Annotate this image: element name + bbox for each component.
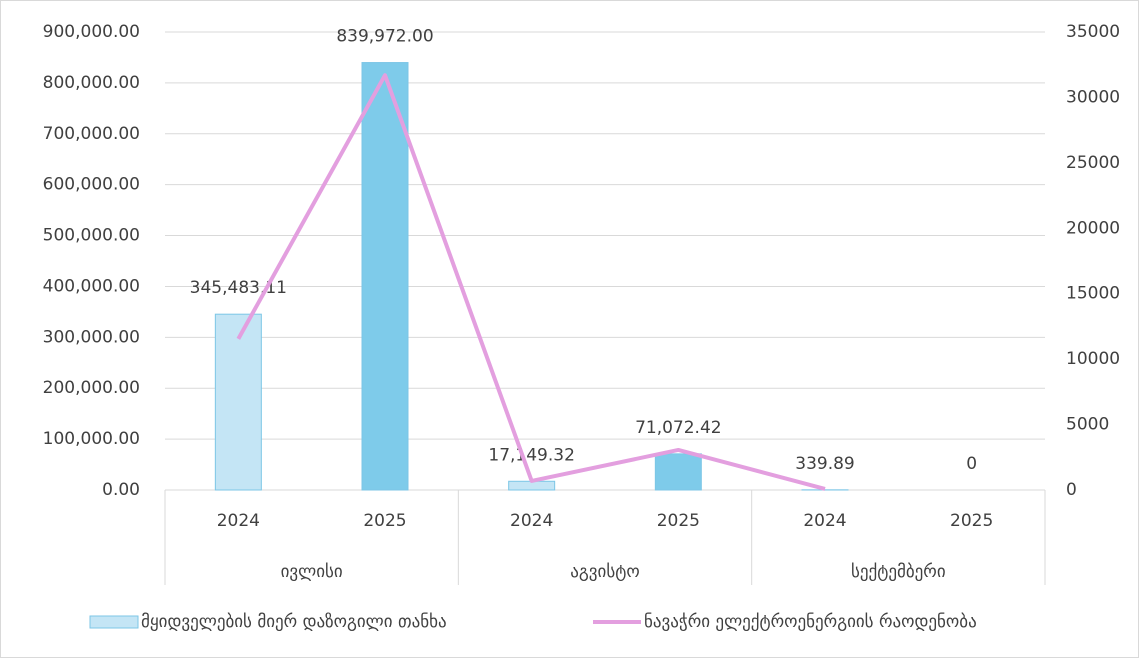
line: [236, 73, 826, 491]
y-tick-label: 700,000.00: [43, 124, 140, 144]
x-tick-label: 2024: [510, 511, 553, 531]
y-tick-label: 100,000.00: [43, 429, 140, 449]
legend-label: მყიდველების მიერ დაზოგილი თანხა: [141, 612, 447, 632]
y-tick-label: 400,000.00: [43, 276, 140, 296]
y-tick-label: 200,000.00: [43, 378, 140, 398]
group-label: ივლისი: [281, 562, 343, 582]
y-tick-label: 300,000.00: [43, 327, 140, 347]
y2-tick-label: 35000: [1066, 22, 1120, 42]
bar: [654, 453, 702, 491]
data-label: 0: [966, 454, 977, 474]
y2-tick-label: 10000: [1066, 349, 1120, 369]
x-tick-label: 2025: [657, 511, 700, 531]
legend-label: ნავაჭრი ელექტროენერგიის რაოდენობა: [644, 612, 977, 632]
x-tick-label: 2025: [950, 511, 993, 531]
y2-tick-label: 20000: [1066, 218, 1120, 238]
y2-tick-label: 15000: [1066, 284, 1120, 304]
data-label: 17,149.32: [488, 445, 575, 465]
y2-tick-label: 25000: [1066, 153, 1120, 173]
y-tick-label: 800,000.00: [43, 73, 140, 93]
group-label: სექტემბერი: [851, 562, 946, 582]
data-label: 71,072.42: [635, 418, 722, 438]
y-tick-label: 500,000.00: [43, 226, 140, 246]
bar: [214, 313, 262, 491]
y-tick-label: 0.00: [102, 480, 140, 500]
x-tick-label: 2025: [363, 511, 406, 531]
y2-tick-label: 0: [1066, 480, 1077, 500]
bar: [361, 62, 409, 491]
legend-swatch: [89, 615, 139, 629]
x-tick-label: 2024: [217, 511, 260, 531]
y-tick-label: 900,000.00: [43, 22, 140, 42]
y2-tick-label: 5000: [1066, 415, 1109, 435]
data-label: 839,972.00: [336, 27, 433, 47]
data-label: 339.89: [795, 454, 854, 474]
x-tick-label: 2024: [803, 511, 846, 531]
y2-tick-label: 30000: [1066, 87, 1120, 107]
group-label: აგვისტო: [570, 562, 639, 582]
y-tick-label: 600,000.00: [43, 175, 140, 195]
